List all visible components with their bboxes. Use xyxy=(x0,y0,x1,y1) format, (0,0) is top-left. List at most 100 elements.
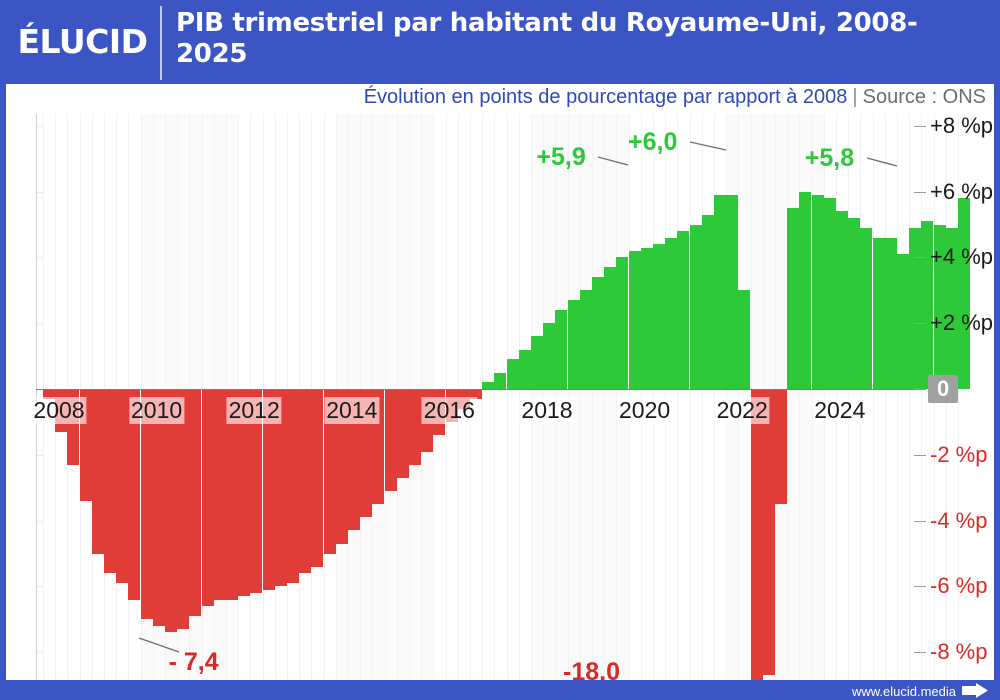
footer-bar: www.elucid.media xyxy=(0,680,1000,700)
bar[interactable] xyxy=(823,198,836,389)
subtitle-text: Évolution en points de pourcentage par r… xyxy=(363,86,848,108)
bar[interactable] xyxy=(933,224,946,389)
vertical-gridline xyxy=(689,114,691,680)
vertical-gridline xyxy=(811,114,813,680)
bar[interactable] xyxy=(140,389,153,620)
bar[interactable] xyxy=(518,349,531,389)
vertical-gridline xyxy=(518,114,520,680)
bar[interactable] xyxy=(274,389,287,587)
bar[interactable] xyxy=(470,389,482,399)
bar[interactable] xyxy=(506,359,519,389)
x-axis-label: 2018 xyxy=(519,397,575,424)
y-axis-label: +8 %p xyxy=(930,114,993,138)
vertical-gridline xyxy=(897,114,898,680)
bar[interactable] xyxy=(555,310,568,389)
bar[interactable] xyxy=(689,224,702,389)
bar[interactable] xyxy=(860,227,873,389)
bar[interactable] xyxy=(677,231,690,389)
bar[interactable] xyxy=(482,382,495,389)
bar[interactable] xyxy=(726,194,739,389)
bar[interactable] xyxy=(799,191,812,389)
page-title: PIB trimestriel par habitant du Royaume-… xyxy=(176,8,918,69)
leader-line xyxy=(598,156,629,166)
bar[interactable] xyxy=(567,300,580,389)
data-label: -18,0 xyxy=(563,658,620,680)
bar[interactable] xyxy=(958,198,970,389)
bar[interactable] xyxy=(494,372,507,389)
bar[interactable] xyxy=(592,277,604,389)
bar[interactable] xyxy=(775,389,787,505)
bar[interactable] xyxy=(909,227,922,389)
x-axis-label: 2010 xyxy=(129,397,185,424)
bar[interactable] xyxy=(762,389,775,676)
vertical-gridline xyxy=(714,114,715,680)
bar[interactable] xyxy=(836,211,848,389)
footer-url[interactable]: www.elucid.media xyxy=(851,684,956,699)
bar[interactable] xyxy=(409,389,421,465)
vertical-gridline xyxy=(909,114,911,680)
bar[interactable] xyxy=(238,389,251,597)
bar[interactable] xyxy=(543,323,556,389)
bar[interactable] xyxy=(701,214,714,389)
bar[interactable] xyxy=(226,389,238,600)
bar[interactable] xyxy=(311,389,324,567)
bar[interactable] xyxy=(945,227,958,389)
data-label: - 7,4 xyxy=(168,648,219,677)
bar[interactable] xyxy=(653,244,665,389)
bar[interactable] xyxy=(396,389,409,478)
bar[interactable] xyxy=(43,389,55,399)
bar[interactable] xyxy=(250,389,263,593)
bar[interactable] xyxy=(189,389,202,616)
bar[interactable] xyxy=(335,389,348,544)
bar[interactable] xyxy=(299,389,312,574)
bar[interactable] xyxy=(213,389,226,600)
bar[interactable] xyxy=(91,389,104,554)
x-axis-label: 2024 xyxy=(812,397,868,424)
vertical-gridline xyxy=(787,114,789,680)
y-axis-tick xyxy=(914,586,926,588)
bar[interactable] xyxy=(714,194,726,389)
bar[interactable] xyxy=(128,389,141,600)
vertical-gridline xyxy=(884,114,886,680)
bar[interactable] xyxy=(640,247,653,389)
bar[interactable] xyxy=(616,257,629,389)
bar[interactable] xyxy=(384,389,397,491)
y-axis-tick xyxy=(914,520,926,522)
bar[interactable] xyxy=(323,389,336,554)
bar[interactable] xyxy=(787,208,800,389)
bar[interactable] xyxy=(921,221,934,389)
header-divider xyxy=(160,6,162,80)
data-label: +6,0 xyxy=(628,127,678,156)
bar[interactable] xyxy=(738,290,751,389)
bar[interactable] xyxy=(628,250,641,389)
chart-canvas: 2008 2010 2012 2014 2016 2018 2020 2022 2024 +5,9… xyxy=(6,114,994,680)
bar[interactable] xyxy=(848,217,861,389)
bar[interactable] xyxy=(665,237,678,389)
bar[interactable] xyxy=(811,194,824,389)
bar[interactable] xyxy=(750,389,763,680)
bar[interactable] xyxy=(152,389,165,626)
bar[interactable] xyxy=(201,389,214,607)
bar[interactable] xyxy=(348,389,360,531)
bar[interactable] xyxy=(165,389,177,633)
elucid-logo: ÉLUCID xyxy=(17,21,148,61)
bar[interactable] xyxy=(884,237,897,389)
bar[interactable] xyxy=(104,389,116,574)
bar[interactable] xyxy=(579,290,592,389)
bar[interactable] xyxy=(872,237,885,389)
bar[interactable] xyxy=(287,389,299,584)
bar[interactable] xyxy=(116,389,129,584)
bar[interactable] xyxy=(897,254,909,389)
subtitle: Évolution en points de pourcentage par r… xyxy=(364,86,986,109)
bar[interactable] xyxy=(177,389,190,630)
bar[interactable] xyxy=(262,389,275,590)
y-axis-tick xyxy=(914,652,926,654)
bar[interactable] xyxy=(531,336,543,389)
y-axis-tick xyxy=(914,125,926,127)
bar[interactable] xyxy=(604,267,617,389)
x-axis-label: 2008 xyxy=(31,397,87,424)
y-axis-label: -4 %p xyxy=(930,507,988,533)
data-label: +5,9 xyxy=(536,142,586,171)
y-axis-tick xyxy=(914,323,926,325)
